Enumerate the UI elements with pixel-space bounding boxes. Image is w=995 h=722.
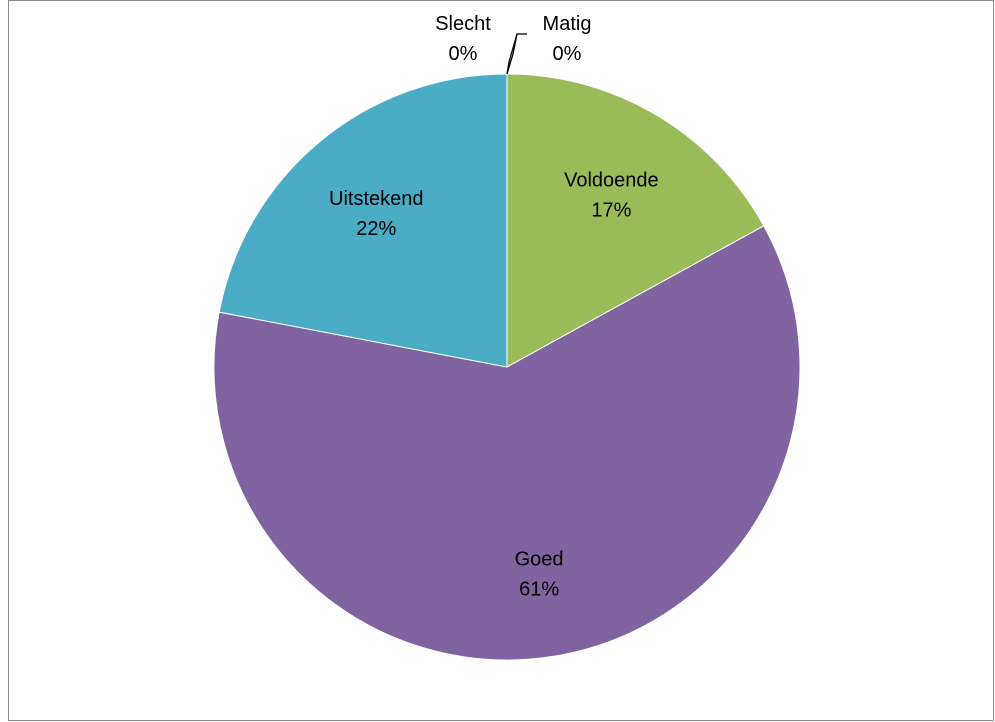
data-label-value: 0% xyxy=(449,43,478,65)
data-label-category: Slecht xyxy=(435,13,491,35)
data-label-category: Goed xyxy=(515,549,564,571)
data-label-value: 17% xyxy=(591,200,631,222)
data-label-voldoende: Voldoende 17% xyxy=(564,170,659,222)
data-label-slecht: Slecht 0% xyxy=(435,13,491,65)
leader-line-matig xyxy=(506,33,527,75)
data-label-value: 61% xyxy=(519,579,559,601)
pie-slice-goed xyxy=(213,225,801,661)
pie-slice-voldoende xyxy=(506,73,765,368)
data-label-category: Uitstekend xyxy=(329,188,424,210)
data-label-category: Voldoende xyxy=(564,170,659,192)
data-label-matig: Matig 0% xyxy=(543,13,592,65)
data-label-goed: Goed 61% xyxy=(515,549,564,601)
data-label-uitstekend: Uitstekend 22% xyxy=(329,188,424,240)
data-label-value: 22% xyxy=(356,218,396,240)
pie-slice-uitstekend xyxy=(218,73,508,368)
data-label-value: 0% xyxy=(553,43,582,65)
data-label-category: Matig xyxy=(543,13,592,35)
